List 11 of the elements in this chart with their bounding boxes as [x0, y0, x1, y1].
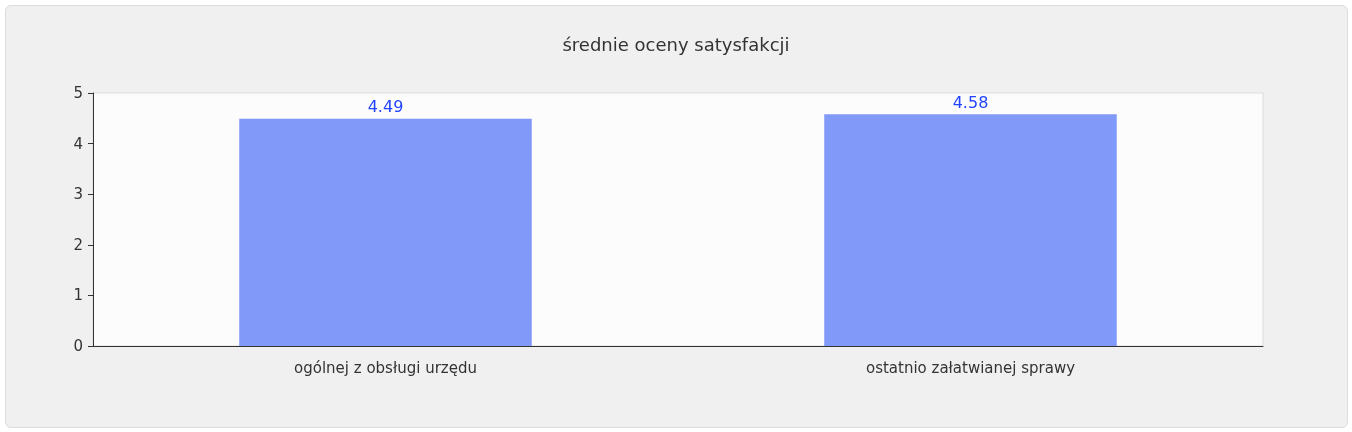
data-label: 4.49: [367, 97, 404, 117]
y-tick-label: 3: [73, 185, 83, 204]
x-tick-label: ogólnej z obsługi urzędu: [294, 358, 477, 377]
x-tick-label: ostatnio załatwianej sprawy: [865, 358, 1076, 377]
y-tick-label: 1: [73, 286, 83, 305]
y-tick-label: 4: [73, 134, 83, 153]
data-label: 4.58: [952, 92, 989, 112]
y-tick-label: 2: [73, 235, 83, 254]
y-tick-label: 5: [73, 84, 83, 102]
chart-title: średnie oceny satysfakcji: [562, 33, 790, 55]
y-tick-label: 0: [73, 337, 83, 355]
